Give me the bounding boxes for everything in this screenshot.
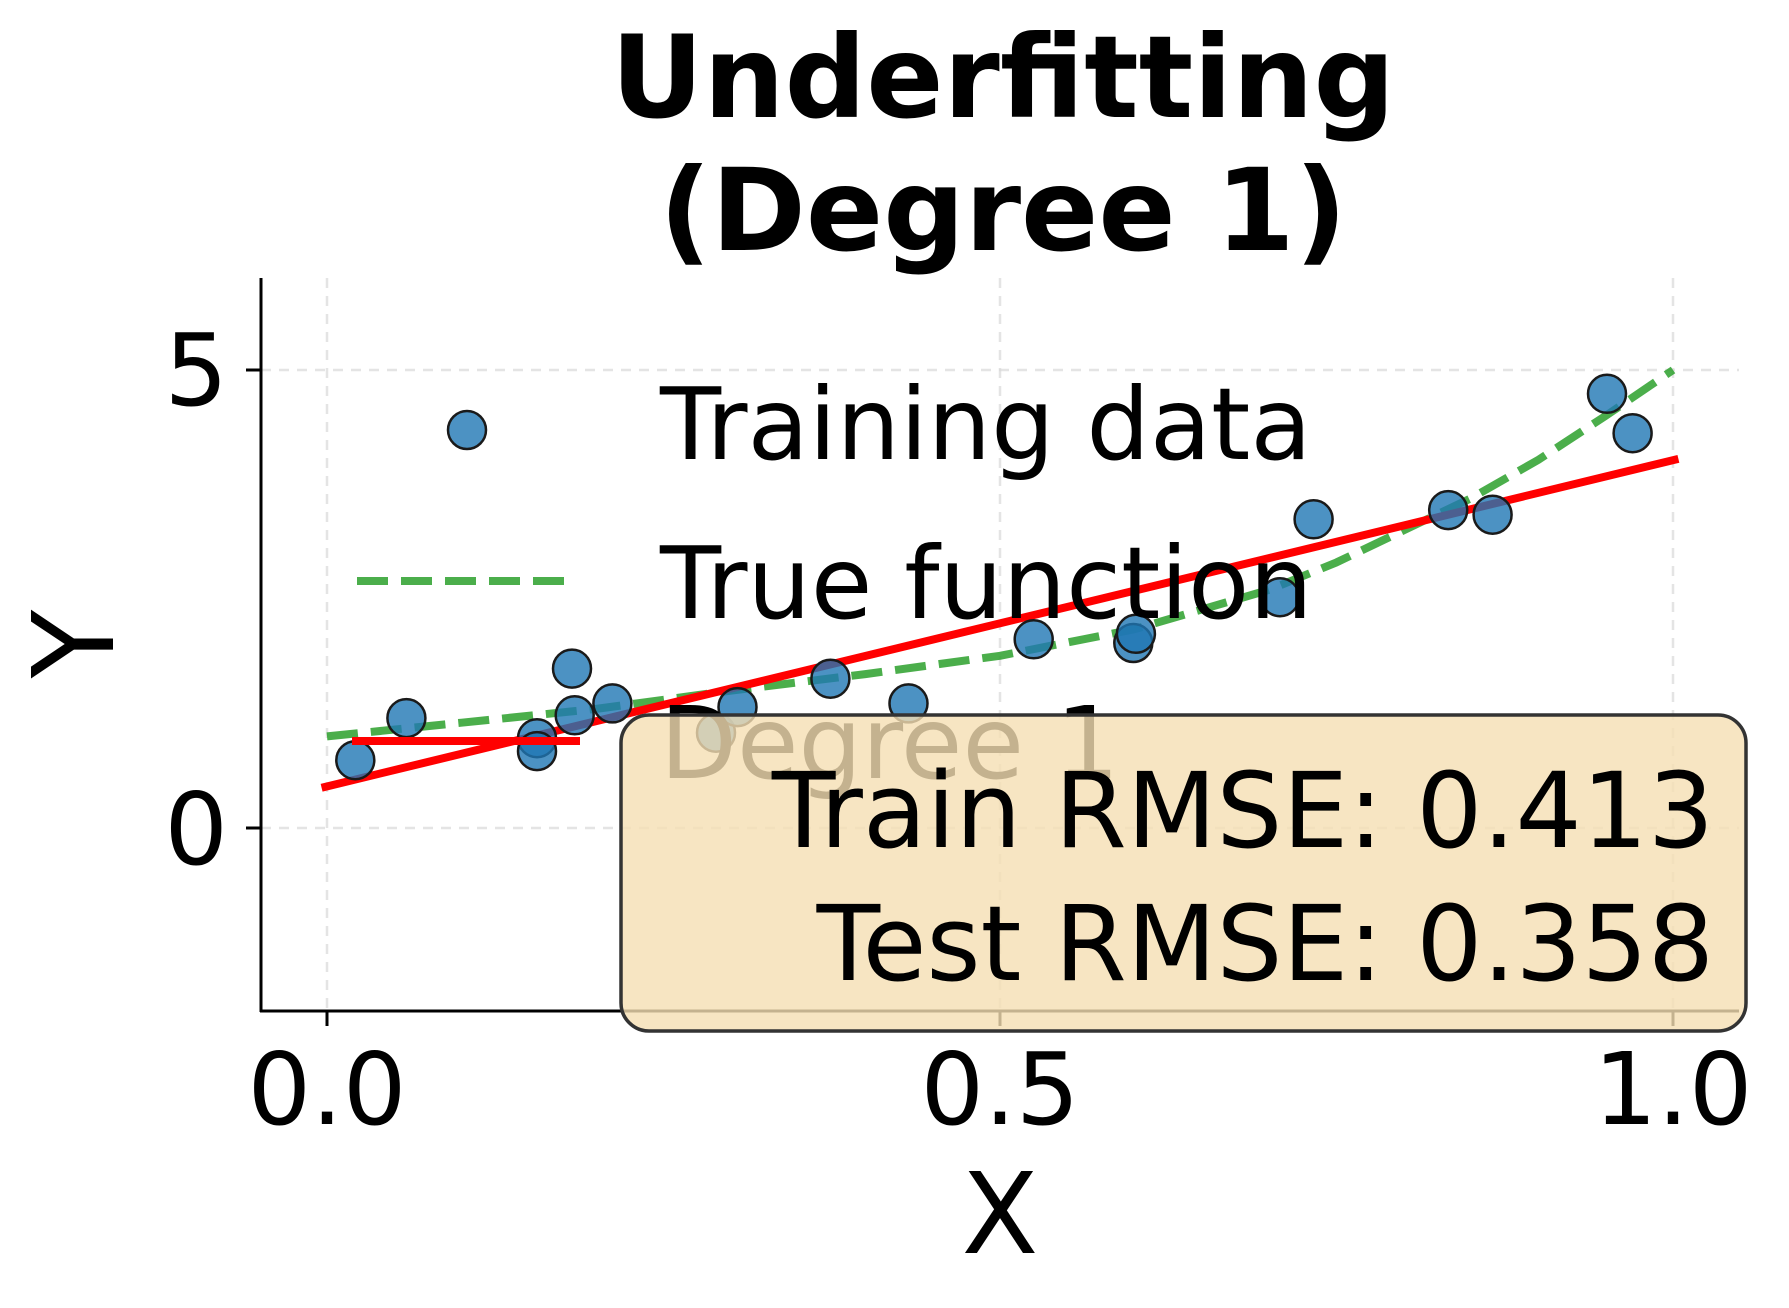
data-point	[1427, 489, 1469, 531]
rmse-box: Train RMSE: 0.413 Test RMSE: 0.358	[619, 713, 1748, 1033]
x-tick-label-0: 0.0	[247, 1031, 406, 1148]
rmse-box-background	[619, 713, 1748, 1033]
data-point	[554, 695, 595, 736]
data-point	[1612, 412, 1653, 454]
data-point	[1293, 499, 1334, 540]
data-point	[335, 739, 376, 781]
data-point	[1115, 613, 1157, 655]
legend-training-data-marker	[446, 409, 488, 451]
data-point	[1013, 619, 1054, 660]
data-point	[1586, 373, 1628, 415]
test-rmse-text: Test RMSE: 0.358	[816, 883, 1714, 1005]
x-axis-label: X	[962, 1150, 1039, 1280]
chart-title-line2: (Degree 1)	[659, 144, 1347, 277]
data-point	[1472, 494, 1513, 535]
y-tick-label-5: 5	[164, 312, 228, 429]
legend-training-data-label: Training data	[659, 366, 1312, 483]
data-point	[1259, 576, 1301, 618]
y-axis-label: Y	[10, 609, 140, 679]
chart-title-line1: Underfitting	[611, 11, 1395, 144]
data-point	[386, 697, 427, 739]
x-tick-label-0-5: 0.5	[920, 1031, 1079, 1148]
y-tick-label-0: 0	[164, 771, 228, 888]
train-rmse-text: Train RMSE: 0.413	[771, 750, 1714, 872]
data-point	[810, 658, 851, 699]
x-tick-label-1: 1.0	[1593, 1031, 1752, 1148]
data-point	[592, 683, 633, 724]
legend-true-function-label: True function	[659, 525, 1313, 642]
data-point	[551, 648, 593, 689]
